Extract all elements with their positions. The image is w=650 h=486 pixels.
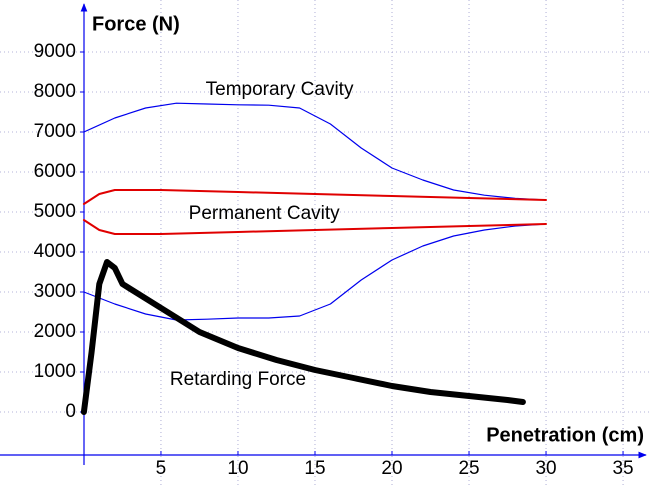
x-tick-label: 30 — [535, 458, 556, 479]
x-tick-label: 15 — [304, 458, 325, 479]
line — [83, 102, 547, 201]
annotation: Permanent Cavity — [189, 203, 341, 224]
line — [82, 219, 547, 235]
y-tick-label: 6000 — [34, 161, 76, 182]
y-tick-label: 0 — [65, 401, 76, 422]
annotation: Retarding Force — [170, 369, 306, 390]
x-tick-label: 25 — [458, 458, 479, 479]
y-tick-label: 2000 — [34, 321, 76, 342]
y-tick-label: 8000 — [34, 81, 76, 102]
line — [82, 189, 547, 205]
y-tick-label: 4000 — [34, 241, 76, 262]
y-tick-label: 1000 — [34, 361, 76, 382]
y-tick-label: 9000 — [34, 41, 76, 62]
x-tick-label: 10 — [227, 458, 248, 479]
y-tick-label: 3000 — [34, 281, 76, 302]
x-tick-label: 20 — [381, 458, 402, 479]
y-tick-label: 7000 — [34, 121, 76, 142]
y-axis-label: Force (N) — [92, 13, 180, 35]
line — [80, 259, 526, 415]
y-tick-label: 5000 — [34, 201, 76, 222]
x-tick-label: 5 — [156, 458, 167, 479]
annotation: Temporary Cavity — [206, 79, 354, 100]
x-tick-label: 35 — [612, 458, 633, 479]
line — [83, 223, 547, 321]
x-axis-label: Penetration (cm) — [486, 424, 644, 446]
